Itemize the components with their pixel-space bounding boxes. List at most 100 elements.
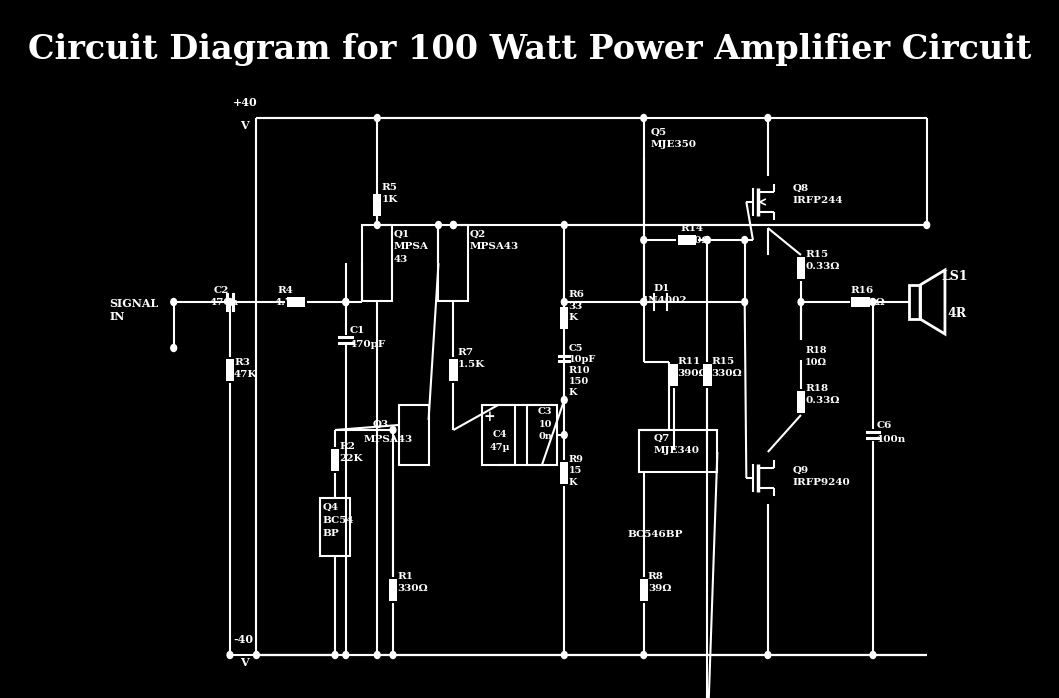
Bar — [330, 449, 339, 471]
Text: 330Ω: 330Ω — [680, 236, 711, 245]
Text: R4: R4 — [277, 286, 293, 295]
Text: 150: 150 — [569, 377, 589, 386]
Text: R6: R6 — [569, 290, 585, 299]
Bar — [287, 297, 305, 307]
Text: LS1: LS1 — [941, 270, 968, 283]
Text: 0n: 0n — [539, 432, 553, 441]
Text: 330Ω: 330Ω — [712, 369, 742, 378]
Text: K: K — [569, 313, 577, 322]
Circle shape — [741, 299, 748, 306]
Circle shape — [253, 651, 259, 658]
Text: 100n: 100n — [877, 435, 907, 444]
Circle shape — [375, 114, 380, 121]
Text: V: V — [240, 657, 249, 668]
Text: R8: R8 — [648, 572, 664, 581]
Text: 33: 33 — [569, 302, 582, 311]
Text: Q1: Q1 — [394, 230, 410, 239]
Bar — [560, 462, 569, 484]
Text: K: K — [569, 478, 577, 487]
Circle shape — [798, 299, 804, 306]
Text: R16: R16 — [850, 286, 874, 295]
Circle shape — [450, 221, 456, 228]
Bar — [639, 430, 717, 472]
Circle shape — [375, 221, 380, 228]
Text: BC546BP: BC546BP — [627, 530, 683, 539]
Bar — [796, 391, 805, 413]
Text: R5: R5 — [381, 183, 397, 192]
Circle shape — [641, 237, 647, 244]
Bar — [362, 225, 392, 301]
Text: R15: R15 — [805, 250, 828, 259]
Circle shape — [333, 651, 338, 658]
Text: 39Ω: 39Ω — [648, 584, 671, 593]
Bar — [669, 364, 678, 386]
Circle shape — [923, 221, 930, 228]
Bar — [703, 364, 712, 386]
Text: C2: C2 — [214, 286, 229, 295]
Text: V: V — [240, 120, 249, 131]
Bar — [449, 359, 457, 381]
Circle shape — [704, 237, 711, 244]
Text: BP: BP — [323, 529, 339, 538]
Circle shape — [375, 651, 380, 658]
Bar — [527, 405, 557, 465]
Circle shape — [561, 396, 568, 403]
Bar — [678, 235, 696, 245]
Text: MPSA: MPSA — [394, 242, 429, 251]
Circle shape — [561, 651, 568, 658]
Text: 15: 15 — [569, 466, 581, 475]
Circle shape — [450, 221, 456, 228]
Text: Q5: Q5 — [650, 128, 666, 137]
Text: 390Ω: 390Ω — [678, 369, 708, 378]
Circle shape — [170, 345, 177, 352]
Text: Q4: Q4 — [323, 503, 339, 512]
Text: Q7: Q7 — [653, 434, 670, 443]
Circle shape — [641, 651, 647, 658]
Circle shape — [435, 221, 442, 228]
Bar — [851, 297, 869, 307]
Text: R14: R14 — [680, 224, 703, 233]
Text: 47K: 47K — [234, 370, 257, 379]
Circle shape — [561, 431, 568, 438]
Text: 1.5K: 1.5K — [457, 360, 485, 369]
Bar — [320, 498, 349, 556]
Text: C4: C4 — [493, 430, 507, 439]
Bar — [640, 579, 648, 601]
Text: Q8: Q8 — [793, 184, 809, 193]
Text: +40: +40 — [233, 97, 258, 108]
Text: 1K: 1K — [381, 195, 398, 204]
Text: D1: D1 — [653, 284, 670, 293]
Text: 0.33Ω: 0.33Ω — [805, 396, 840, 405]
Text: 10Ω: 10Ω — [805, 358, 827, 367]
Text: 470n: 470n — [210, 298, 238, 307]
Text: 1N4002: 1N4002 — [642, 296, 687, 305]
Circle shape — [870, 651, 876, 658]
Text: R18: R18 — [805, 346, 827, 355]
Text: C3: C3 — [538, 407, 553, 416]
Text: R7: R7 — [457, 348, 473, 357]
Circle shape — [561, 299, 568, 306]
Text: Circuit Diagram for 100 Watt Power Amplifier Circuit: Circuit Diagram for 100 Watt Power Ampli… — [28, 34, 1031, 66]
Circle shape — [390, 651, 396, 658]
Text: 4.7K: 4.7K — [274, 298, 302, 307]
Bar — [438, 225, 468, 301]
Circle shape — [561, 221, 568, 228]
Bar — [389, 579, 397, 601]
Text: 10: 10 — [539, 420, 552, 429]
Bar — [796, 257, 805, 279]
Circle shape — [741, 237, 748, 244]
Bar — [482, 405, 515, 465]
Text: 470pF: 470pF — [349, 340, 387, 349]
Text: Q9: Q9 — [793, 466, 809, 475]
Bar — [560, 307, 569, 329]
Circle shape — [170, 299, 177, 306]
Text: -40: -40 — [233, 634, 253, 645]
Text: R3: R3 — [234, 358, 250, 367]
Circle shape — [870, 299, 876, 306]
Bar — [226, 359, 234, 381]
Text: 22K: 22K — [339, 454, 363, 463]
Circle shape — [641, 299, 647, 306]
Text: 0.33Ω: 0.33Ω — [805, 262, 840, 271]
Text: R10: R10 — [569, 366, 590, 375]
Text: IRFP9240: IRFP9240 — [793, 478, 850, 487]
